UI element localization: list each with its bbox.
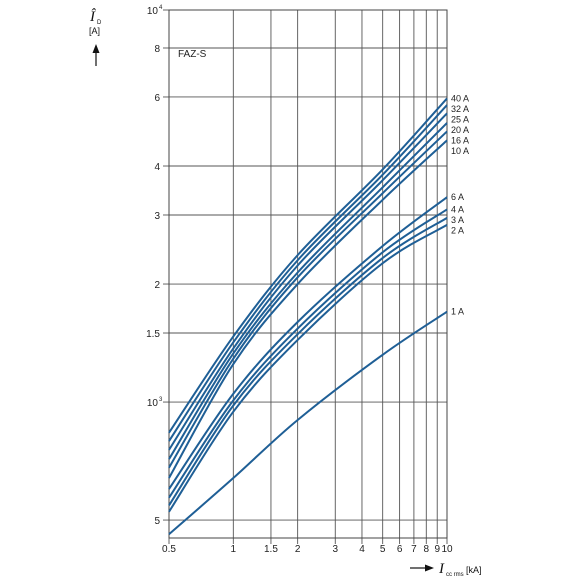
series-lines [168,97,448,536]
series-line [168,196,448,490]
x-tick-label: 6 [397,544,403,555]
series-labels: 40 A32 A25 A20 A16 A10 A 6 A 4 A3 A2 A 1 A [451,93,469,316]
y-tick-label: 5 [154,516,160,527]
x-tick-label: 5 [380,544,386,555]
y-tick-label: 10 [147,398,159,409]
series-label: 40 A [451,93,469,103]
x-tick-label: 2 [295,544,301,555]
x-tick-label: 10 [441,544,453,555]
series-label: 6 A [451,192,464,202]
series-label: 25 A [451,114,469,124]
x-axis-arrow-icon [425,564,434,572]
x-tick-label: 1.5 [264,544,278,555]
series-label: 2 A [451,225,464,235]
y-tick-label: 8 [154,44,160,55]
y-axis-subscript: D [97,20,102,26]
series-label: 10 A [451,146,469,156]
y-tick-label: 10 [147,6,159,17]
series-line [168,208,448,499]
series-line [168,112,448,451]
x-axis-unit: [kA] [466,565,482,575]
x-tick-label: 4 [359,544,365,555]
y-tick-label: 4 [154,162,160,173]
x-axis-subscript: cc rms [446,572,464,578]
y-axis-arrow-icon [92,44,100,53]
x-tick-label: 9 [434,544,440,555]
y-tick-exponent: 4 [159,5,163,11]
x-axis-title: I cc rms [kA] [410,561,482,578]
series-line [168,122,448,460]
series-label: 4 A [451,204,464,214]
x-tick-label: 0.5 [162,544,176,555]
x-tick-label: 7 [411,544,417,555]
x-tick-label: 1 [231,544,237,555]
y-axis-symbol: Î [89,8,96,25]
plot-frame [168,9,448,539]
series-line [168,224,448,513]
y-tick-label: 2 [154,280,160,291]
x-tick-label: 3 [332,544,338,555]
series-label: 32 A [451,104,469,114]
series-label: 20 A [451,125,469,135]
series-line [168,104,448,442]
y-axis-unit: [A] [89,26,100,36]
series-line [168,130,448,469]
series-label: 3 A [451,215,464,225]
series-line [168,217,448,506]
series-label: 16 A [451,135,469,145]
series-label: 1 A [451,307,464,317]
grid [163,9,448,544]
chart-title: FAZ-S [178,49,207,60]
series-line [168,97,448,434]
y-tick-label: 6 [154,93,160,104]
series-line [168,310,448,536]
x-axis-symbol: I [438,561,445,577]
x-tick-label: 8 [424,544,430,555]
y-tick-label: 3 [154,211,160,222]
series-line [168,139,448,479]
y-tick-exponent: 3 [159,397,163,403]
y-axis-title: Î D [A] [89,8,102,66]
y-tick-label: 1.5 [146,329,160,340]
